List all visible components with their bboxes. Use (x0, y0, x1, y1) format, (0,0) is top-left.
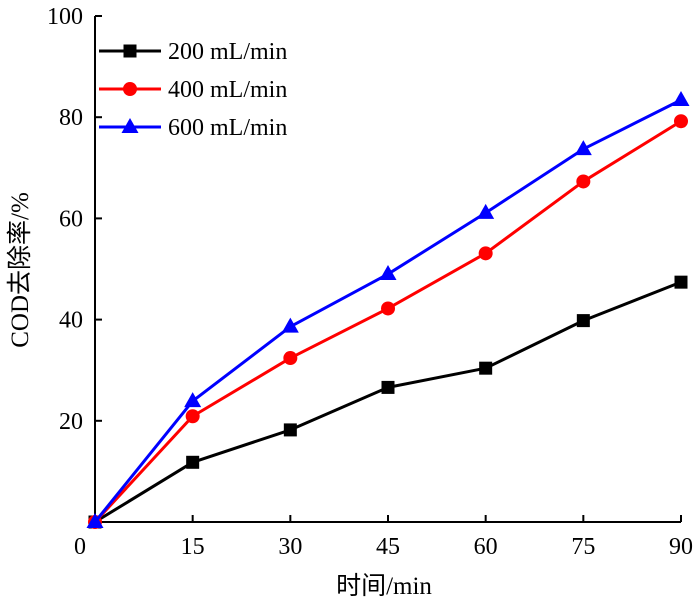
x-axis-label: 时间/min (336, 572, 432, 600)
series-2 (88, 114, 688, 529)
legend: 200 mL/min 400 mL/min 600 mL/min (99, 39, 287, 141)
x-tick-label: 75 (571, 534, 595, 560)
data-point (479, 361, 493, 375)
data-point (574, 140, 592, 156)
series-line (94, 280, 682, 524)
data-point (86, 513, 104, 528)
y-tick-label: 80 (59, 105, 83, 131)
x-tick-label: 45 (376, 534, 400, 560)
origin-tick-label: 0 (74, 534, 86, 560)
series-layer (86, 90, 690, 529)
data-point (478, 246, 493, 261)
data-point (283, 423, 297, 437)
data-point (184, 392, 202, 408)
data-point (281, 317, 299, 333)
data-point (381, 301, 395, 316)
data-point (186, 455, 200, 469)
series-3 (86, 90, 690, 528)
x-tick-label: 30 (278, 534, 302, 560)
data-point (283, 351, 298, 366)
data-point (576, 174, 591, 189)
x-tick-label: 15 (181, 534, 205, 560)
legend-marker (121, 118, 139, 133)
x-tick-label: 90 (669, 534, 693, 560)
x-tick-label: 60 (474, 534, 498, 560)
data-point (477, 203, 495, 219)
y-tick-label: 40 (59, 308, 83, 334)
axes: 15 30 45 60 75 90 20 40 60 80 100 0 (47, 4, 693, 560)
data-point (674, 114, 688, 129)
legend-label: 200 mL/min (168, 39, 287, 65)
legend-item: 400 mL/min (99, 77, 287, 103)
y-tick-label: 100 (47, 4, 83, 30)
data-point (381, 380, 395, 394)
y-tick-label: 60 (59, 206, 83, 232)
legend-label: 400 mL/min (168, 77, 287, 103)
legend-label: 600 mL/min (168, 115, 287, 141)
legend-marker (123, 44, 137, 58)
data-point (185, 409, 200, 424)
data-point (674, 275, 688, 289)
legend-item: 200 mL/min (99, 39, 287, 65)
y-tick-label: 20 (59, 409, 83, 435)
legend-item: 600 mL/min (99, 115, 287, 141)
data-point (672, 90, 690, 106)
data-point (576, 314, 590, 328)
data-point (379, 265, 397, 281)
legend-marker (123, 82, 137, 96)
series-1 (88, 275, 688, 529)
y-axis-label: COD去除率/% (6, 192, 34, 348)
series-line (93, 119, 682, 524)
